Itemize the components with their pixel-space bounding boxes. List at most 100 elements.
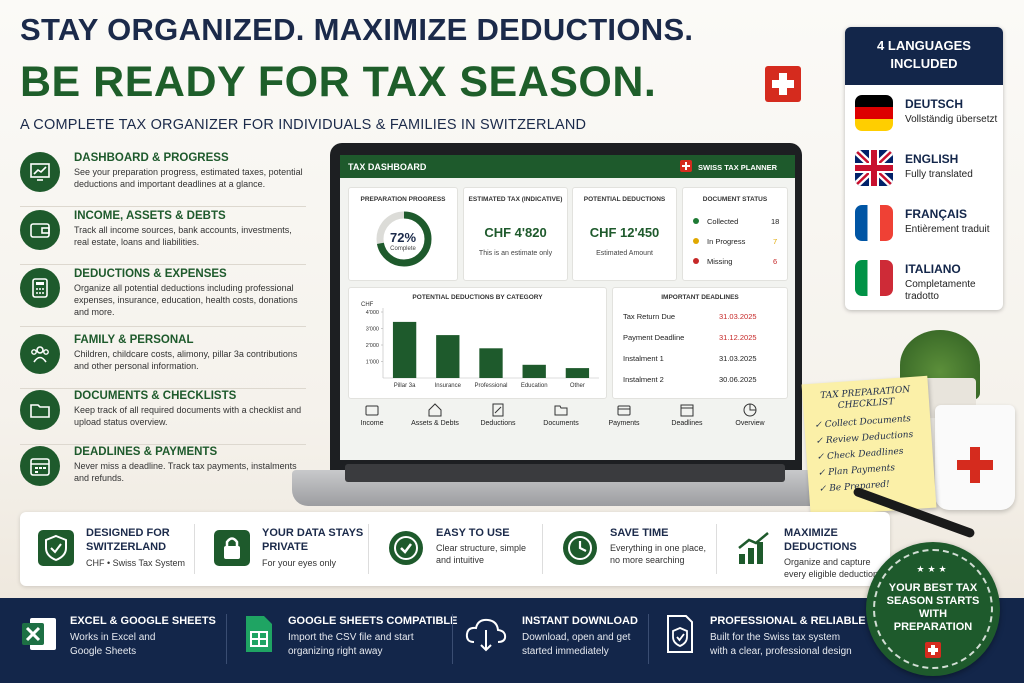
status-count: 6 — [773, 257, 778, 266]
progress-caption: Complete — [390, 246, 416, 252]
deadline-date: 30.06.2025 — [719, 375, 757, 384]
benefit: YOUR DATA STAYS PRIVATE For your eyes on… — [196, 512, 368, 586]
footer-title: PROFESSIONAL & RELIABLE — [710, 615, 866, 627]
benefit: SAVE TIME Everything in one place, no mo… — [544, 512, 716, 586]
nav-icon — [554, 405, 568, 416]
footer-item: GOOGLE SHEETS COMPATIBLE Import the CSV … — [230, 612, 458, 672]
feature-title: INCOME, ASSETS & DEBTS — [74, 210, 226, 222]
deadline-label: Payment Deadline — [623, 333, 685, 342]
feature-text: Children, childcare costs, alimony, pill… — [74, 349, 298, 371]
bar — [479, 348, 503, 378]
icon — [30, 163, 50, 181]
benefit-text: For your eyes only — [262, 558, 337, 568]
bar — [392, 321, 417, 378]
divider — [452, 614, 453, 664]
icon — [30, 404, 50, 418]
benefit-icon — [738, 532, 769, 564]
feature: DASHBOARD & PROGRESS See your preparatio… — [20, 150, 306, 207]
status-label: Collected — [707, 217, 739, 226]
nav-item: Deadlines — [657, 403, 717, 427]
feature-icon — [20, 446, 60, 486]
status-count: 18 — [771, 217, 780, 226]
progress-card: PREPARATION PROGRESS 72% Complete — [348, 187, 458, 281]
feature: DOCUMENTS & CHECKLISTS Keep track of all… — [20, 388, 306, 445]
footer-item: EXCEL & GOOGLE SHEETS Works in Excel and… — [12, 612, 227, 672]
flag-it — [855, 260, 893, 296]
nav-icon — [492, 403, 504, 417]
x-tick-label: Education — [521, 383, 548, 389]
cross — [957, 447, 993, 483]
checklist-items: ✓ Collect Documents ✓ Review Deductions … — [814, 411, 917, 498]
subtitle: A COMPLETE TAX ORGANIZER FOR INDIVIDUALS… — [20, 117, 587, 133]
feature: DEADLINES & PAYMENTS Never miss a deadli… — [20, 444, 306, 500]
feature: INCOME, ASSETS & DEBTS Track all income … — [20, 208, 306, 265]
card-amount: CHF 12'450 — [589, 225, 660, 240]
feature-icon — [20, 210, 60, 250]
download-icon — [465, 618, 507, 652]
document-status-card: DOCUMENT STATUS Collected 18 In Progress… — [682, 187, 788, 281]
benefit-title: YOUR DATA STAYS PRIVATE — [262, 527, 364, 553]
status-dot — [693, 218, 699, 224]
language-item: DEUTSCH Vollständig übersetzt — [855, 91, 1003, 143]
status-dot — [693, 258, 699, 264]
benefit: DESIGNED FOR SWITZERLAND CHF • Swiss Tax… — [20, 512, 192, 586]
divider — [368, 524, 369, 574]
swiss-flag — [925, 642, 941, 658]
bar — [522, 364, 546, 378]
deadline-label: Instalment 2 — [623, 375, 664, 384]
nav-label: Income — [360, 420, 384, 427]
nav-icon — [617, 405, 631, 416]
nav-icon — [680, 404, 694, 417]
deadline-label: Instalment 1 — [623, 354, 664, 363]
flag-uk — [855, 150, 893, 186]
benefit-text: Everything in one place, no more searchi… — [610, 543, 707, 565]
language-item: FRANÇAIS Entièrement traduit — [855, 201, 1003, 253]
nav-label: Overview — [735, 420, 765, 427]
feature-icon — [20, 390, 60, 430]
feature-title: DEDUCTIONS & EXPENSES — [74, 268, 227, 280]
card-caption: Estimated Amount — [596, 250, 653, 257]
divider — [194, 524, 195, 574]
feature-text: Keep track of all required documents wit… — [74, 405, 302, 427]
footer-title: EXCEL & GOOGLE SHEETS — [70, 615, 216, 627]
nav-label: Payments — [608, 420, 640, 427]
checklist-text: Plan Payments — [827, 463, 896, 478]
status-label: In Progress — [707, 237, 746, 246]
footer-text: Works in Excel and Google Sheets — [70, 632, 156, 657]
footer-title: GOOGLE SHEETS COMPATIBLE — [288, 615, 458, 627]
footer-item: INSTANT DOWNLOAD Download, open and get … — [456, 612, 671, 672]
excel-icon — [22, 618, 56, 650]
divider — [716, 524, 717, 574]
language-text: Vollständig übersetzt — [905, 114, 998, 125]
icon — [30, 458, 50, 476]
mug-cross-mark — [955, 445, 995, 485]
deadline-date: 31.03.2025 — [719, 312, 757, 321]
footer-text: Import the CSV file and start organizing… — [288, 632, 414, 657]
status-count: 7 — [773, 237, 778, 246]
benefit-text: CHF • Swiss Tax System — [86, 558, 185, 568]
feature-title: DEADLINES & PAYMENTS — [74, 446, 218, 458]
card-title: POTENTIAL DEDUCTIONS — [583, 196, 666, 203]
donut-arc — [376, 211, 432, 267]
x-tick-label: Insurance — [435, 383, 462, 389]
y-tick-label: 1'000 — [366, 360, 379, 366]
nav-icon — [428, 403, 442, 417]
shield-doc-icon — [667, 615, 693, 653]
footer-text: Built for the Swiss tax system with a cl… — [710, 632, 852, 657]
nav-item: Deductions — [468, 403, 528, 427]
feature-icon — [20, 334, 60, 374]
flag-fr — [855, 205, 893, 241]
benefit-icon — [38, 530, 74, 566]
card-title: PREPARATION PROGRESS — [360, 196, 446, 203]
benefit-title: EASY TO USE — [436, 527, 510, 539]
feature: FAMILY & PERSONAL Children, childcare co… — [20, 332, 306, 389]
y-axis-label: CHF — [361, 302, 374, 308]
feature-text: Track all income sources, bank accounts,… — [74, 225, 292, 247]
status-dot — [693, 238, 699, 244]
y-tick-label: 3'000 — [366, 327, 379, 333]
language-name: ENGLISH — [905, 152, 959, 166]
dashboard-header: TAX DASHBOARD SWISS TAX PLANNER — [340, 155, 795, 178]
benefit: EASY TO USE Clear structure, simple and … — [370, 512, 542, 586]
nav-label: Deductions — [480, 420, 516, 427]
